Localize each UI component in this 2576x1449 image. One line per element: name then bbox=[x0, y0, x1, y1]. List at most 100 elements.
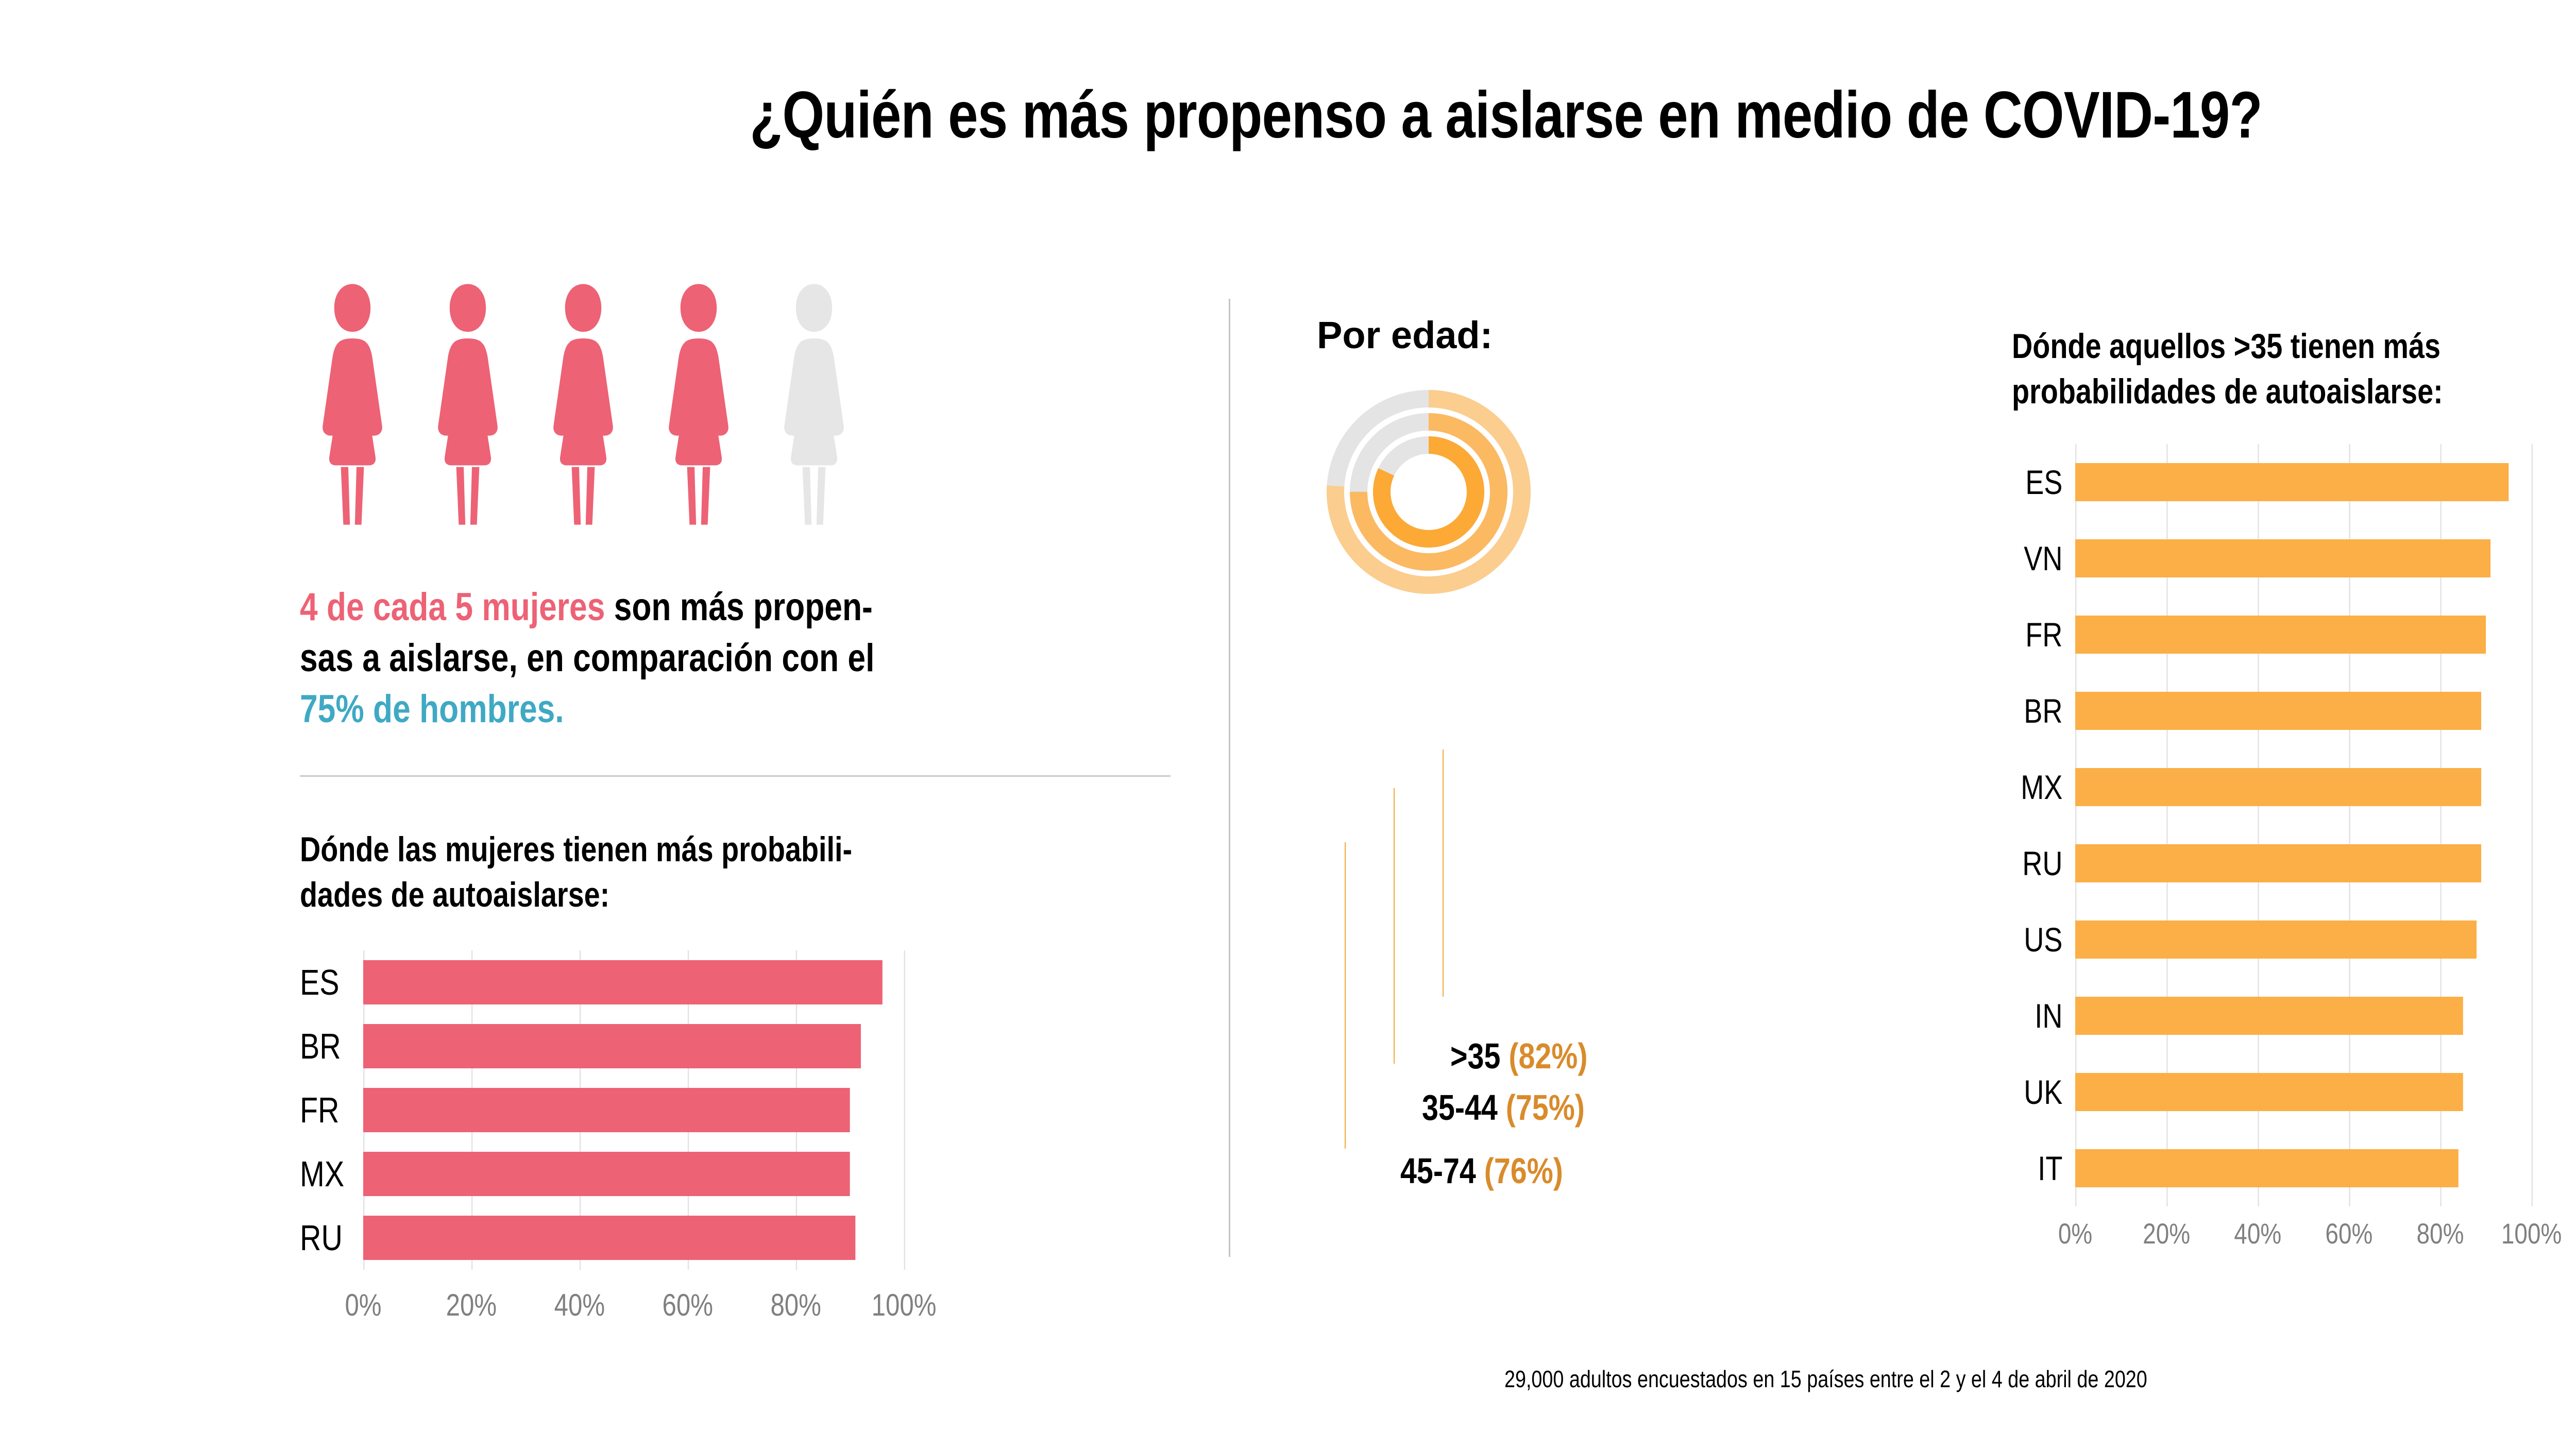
category-label-ru: RU bbox=[2022, 844, 2063, 882]
bar-br bbox=[2075, 692, 2482, 730]
bar-row bbox=[2075, 768, 2532, 806]
x-tick-label: 0% bbox=[345, 1288, 382, 1322]
donut-chart-title: Por edad: bbox=[1317, 314, 1493, 356]
bar-in bbox=[2075, 997, 2463, 1035]
x-tick-label: 20% bbox=[446, 1288, 497, 1322]
x-tick-label: 0% bbox=[2058, 1217, 2093, 1250]
footer-note: 29,000 adultos encuestados en 15 países … bbox=[1504, 1366, 2147, 1392]
stat-lead: 4 de cada 5 mujeres bbox=[300, 585, 605, 629]
bar-fr bbox=[2075, 616, 2486, 654]
people-pictogram bbox=[309, 281, 953, 528]
section-divider bbox=[300, 775, 1171, 777]
bar-row bbox=[2075, 463, 2532, 501]
bar-vn bbox=[2075, 539, 2490, 577]
bar-row bbox=[363, 960, 904, 1004]
category-label-br: BR bbox=[300, 1026, 341, 1066]
bar-row bbox=[363, 1216, 904, 1260]
women-by-country-chart: ES BR FR MX RU 0% 20% 40% 60% 80% 100% bbox=[300, 950, 937, 1328]
right-chart-title-line2: probabilidades de autoaislarse: bbox=[2012, 372, 2443, 412]
bar-row bbox=[2075, 1149, 2532, 1187]
female-figure-icon-filled bbox=[425, 281, 511, 528]
category-label-es: ES bbox=[2025, 463, 2063, 501]
by-age-donut-chart bbox=[1326, 389, 1532, 595]
category-label-br: BR bbox=[2024, 692, 2063, 730]
category-label-fr: FR bbox=[2025, 616, 2063, 654]
leader-line-ring-over-35 bbox=[1443, 749, 1444, 997]
age-label-3544: 35-44 (75%) bbox=[1422, 1087, 1585, 1128]
stat-tail: 75% de hombres. bbox=[300, 687, 564, 731]
bar-es bbox=[363, 960, 883, 1004]
bar-fr bbox=[363, 1088, 850, 1132]
female-figure-icon-filled bbox=[309, 281, 396, 528]
gridline bbox=[2349, 444, 2350, 1206]
bar-uk bbox=[2075, 1073, 2463, 1111]
right-chart-title: Dónde aquellos >35 tienen más probabilid… bbox=[2012, 323, 2576, 415]
age-group-name: 35-44 bbox=[1422, 1087, 1498, 1128]
ring-over-35-value bbox=[1373, 436, 1484, 548]
bar-row bbox=[2075, 616, 2532, 654]
plot-area bbox=[2075, 444, 2533, 1206]
bar-it bbox=[2075, 1149, 2459, 1187]
category-label-es: ES bbox=[300, 962, 340, 1002]
category-label-mx: MX bbox=[300, 1154, 345, 1194]
bar-row bbox=[363, 1152, 904, 1196]
page-title: ¿Quién es más propenso a aislarse en med… bbox=[750, 78, 2262, 152]
bar-row bbox=[363, 1024, 904, 1068]
female-figure-icon-filled bbox=[655, 281, 742, 528]
left-chart-title: Dónde las mujeres tienen más probabili- … bbox=[300, 827, 1026, 918]
x-tick-label: 100% bbox=[871, 1288, 937, 1322]
x-tick-label: 60% bbox=[2325, 1217, 2373, 1250]
gridline bbox=[2258, 444, 2259, 1206]
x-tick-label: 60% bbox=[662, 1288, 713, 1322]
bar-mx bbox=[2075, 768, 2482, 806]
right-chart-title-line1: Dónde aquellos >35 tienen más bbox=[2012, 327, 2441, 366]
category-label-uk: UK bbox=[2024, 1073, 2063, 1111]
left-chart-title-line1: Dónde las mujeres tienen más probabili- bbox=[300, 830, 853, 869]
stat-sentence: 4 de cada 5 mujeres son más propen- sas … bbox=[300, 582, 1026, 735]
stat-mid-line2: sas a aislarse, en comparación con el bbox=[300, 636, 875, 680]
age-group-percent: (76%) bbox=[1484, 1151, 1563, 1191]
gridline bbox=[2531, 444, 2533, 1206]
x-tick-label: 40% bbox=[2234, 1217, 2282, 1250]
category-label-vn: VN bbox=[2024, 539, 2063, 577]
category-label-ru: RU bbox=[300, 1218, 343, 1258]
bar-row bbox=[2075, 692, 2532, 730]
bar-es bbox=[2075, 463, 2509, 501]
bar-ru bbox=[2075, 844, 2482, 882]
gridline bbox=[2440, 444, 2442, 1206]
x-tick-label: 80% bbox=[2416, 1217, 2464, 1250]
stat-mid-line1: son más propen- bbox=[605, 585, 873, 629]
category-label-it: IT bbox=[2038, 1149, 2063, 1187]
age-group-name: >35 bbox=[1450, 1036, 1501, 1076]
plot-area bbox=[363, 950, 906, 1270]
bar-row bbox=[2075, 844, 2532, 882]
bar-ru bbox=[363, 1216, 856, 1260]
category-label-fr: FR bbox=[300, 1090, 340, 1130]
leader-line-ring-45-74 bbox=[1345, 842, 1346, 1149]
gridline bbox=[904, 950, 906, 1270]
leader-line-ring-35-44 bbox=[1394, 788, 1395, 1064]
left-chart-title-line2: dades de autoaislarse: bbox=[300, 875, 610, 915]
bar-mx bbox=[363, 1152, 850, 1196]
x-tick-label: 100% bbox=[2501, 1217, 2562, 1250]
bar-row bbox=[2075, 997, 2532, 1035]
ring-45-74-value bbox=[1327, 390, 1531, 594]
female-figure-icon-filled bbox=[540, 281, 626, 528]
x-tick-label: 40% bbox=[554, 1288, 605, 1322]
column-divider bbox=[1229, 299, 1230, 1257]
age-group-name: 45-74 bbox=[1400, 1151, 1476, 1191]
age-label-35: >35 (82%) bbox=[1450, 1035, 1587, 1077]
x-tick-label: 80% bbox=[770, 1288, 821, 1322]
bar-row bbox=[363, 1088, 904, 1132]
x-tick-label: 20% bbox=[2143, 1217, 2191, 1250]
category-label-us: US bbox=[2024, 920, 2063, 959]
age-group-percent: (82%) bbox=[1509, 1036, 1588, 1076]
gridline bbox=[2075, 444, 2077, 1206]
over35-by-country-chart: ES VN FR BR MX RU US IN UK IT 0% 20% 40% 60% 80% 100% bbox=[2012, 444, 2562, 1255]
bar-us bbox=[2075, 920, 2477, 959]
bar-row bbox=[2075, 1073, 2532, 1111]
age-label-4574: 45-74 (76%) bbox=[1400, 1150, 1563, 1191]
category-label-mx: MX bbox=[2021, 768, 2063, 806]
age-group-percent: (75%) bbox=[1505, 1087, 1585, 1128]
category-label-in: IN bbox=[2035, 997, 2063, 1035]
